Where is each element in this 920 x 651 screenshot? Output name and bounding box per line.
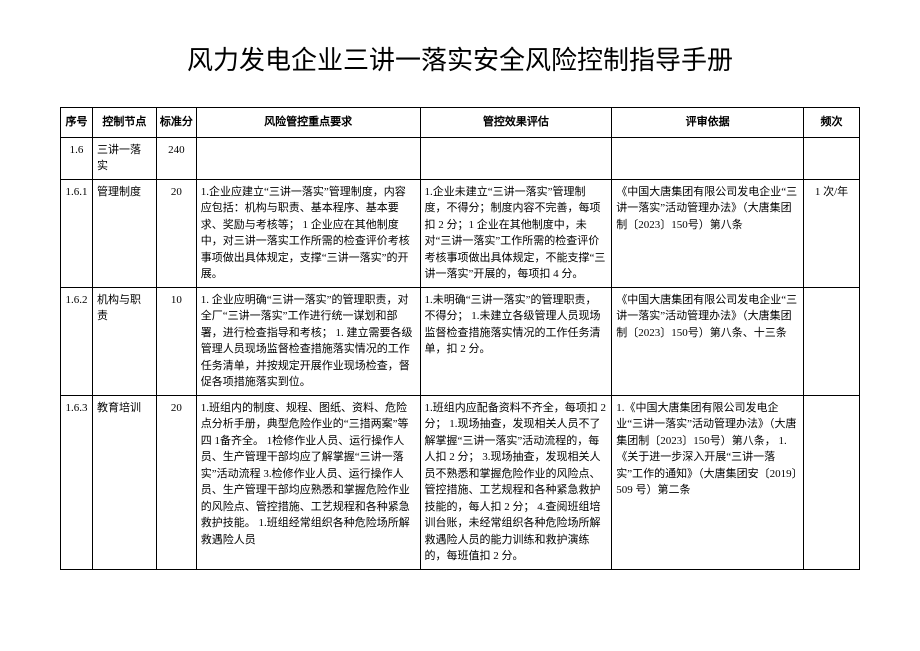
cell-score: 10 [156, 287, 196, 395]
table-row: 1.6.2 机构与职责 10 1. 企业应明确“三讲一落实”的管理职责，对全厂“… [61, 287, 860, 395]
cell-node: 管理制度 [92, 179, 156, 287]
cell-eval [420, 137, 612, 179]
cell-req: 1.企业应建立“三讲一落实”管理制度，内容应包括：机构与职责、基本程序、基本要求… [196, 179, 420, 287]
cell-req [196, 137, 420, 179]
cell-freq [804, 395, 860, 569]
table-row: 1.6.1 管理制度 20 1.企业应建立“三讲一落实”管理制度，内容应包括：机… [61, 179, 860, 287]
cell-score: 20 [156, 179, 196, 287]
table-row: 1.6.3 教育培训 20 1.班组内的制度、规程、图纸、资料、危险点分析手册，… [61, 395, 860, 569]
table-header-row: 序号 控制节点 标准分 风险管控重点要求 管控效果评估 评审依据 频次 [61, 108, 860, 138]
cell-basis [612, 137, 804, 179]
risk-control-table: 序号 控制节点 标准分 风险管控重点要求 管控效果评估 评审依据 频次 1.6 … [60, 107, 860, 570]
cell-freq [804, 287, 860, 395]
cell-basis: 1.《中国大唐集团有限公司发电企业“三讲一落实”活动管理办法》（大唐集团制〔20… [612, 395, 804, 569]
table-row: 1.6 三讲一落实 240 [61, 137, 860, 179]
cell-score: 20 [156, 395, 196, 569]
cell-freq: 1 次/年 [804, 179, 860, 287]
cell-node: 机构与职责 [92, 287, 156, 395]
cell-seq: 1.6.3 [61, 395, 93, 569]
cell-seq: 1.6.1 [61, 179, 93, 287]
cell-freq [804, 137, 860, 179]
col-header-seq: 序号 [61, 108, 93, 138]
col-header-node: 控制节点 [92, 108, 156, 138]
cell-node: 三讲一落实 [92, 137, 156, 179]
cell-score: 240 [156, 137, 196, 179]
cell-basis: 《中国大唐集团有限公司发电企业“三讲一落实”活动管理办法》（大唐集团制〔2023… [612, 287, 804, 395]
cell-eval: 1.班组内应配备资料不齐全，每项扣 2 分； 1.现场抽查，发现相关人员不了解掌… [420, 395, 612, 569]
cell-seq: 1.6 [61, 137, 93, 179]
cell-eval: 1.企业未建立“三讲一落实”管理制度，不得分；制度内容不完善，每项扣 2 分；1… [420, 179, 612, 287]
table-body: 1.6 三讲一落实 240 1.6.1 管理制度 20 1.企业应建立“三讲一落… [61, 137, 860, 569]
cell-req: 1. 企业应明确“三讲一落实”的管理职责，对全厂“三讲一落实”工作进行统一谋划和… [196, 287, 420, 395]
cell-req: 1.班组内的制度、规程、图纸、资料、危险点分析手册，典型危险作业的“三措两案”等… [196, 395, 420, 569]
col-header-freq: 频次 [804, 108, 860, 138]
cell-node: 教育培训 [92, 395, 156, 569]
col-header-req: 风险管控重点要求 [196, 108, 420, 138]
col-header-score: 标准分 [156, 108, 196, 138]
col-header-eval: 管控效果评估 [420, 108, 612, 138]
cell-seq: 1.6.2 [61, 287, 93, 395]
cell-eval: 1.未明确“三讲一落实”的管理职责，不得分； 1.未建立各级管理人员现场监督检查… [420, 287, 612, 395]
col-header-basis: 评审依据 [612, 108, 804, 138]
document-title: 风力发电企业三讲一落实安全风险控制指导手册 [60, 40, 860, 77]
cell-basis: 《中国大唐集团有限公司发电企业“三讲一落实”活动管理办法》（大唐集团制〔2023… [612, 179, 804, 287]
